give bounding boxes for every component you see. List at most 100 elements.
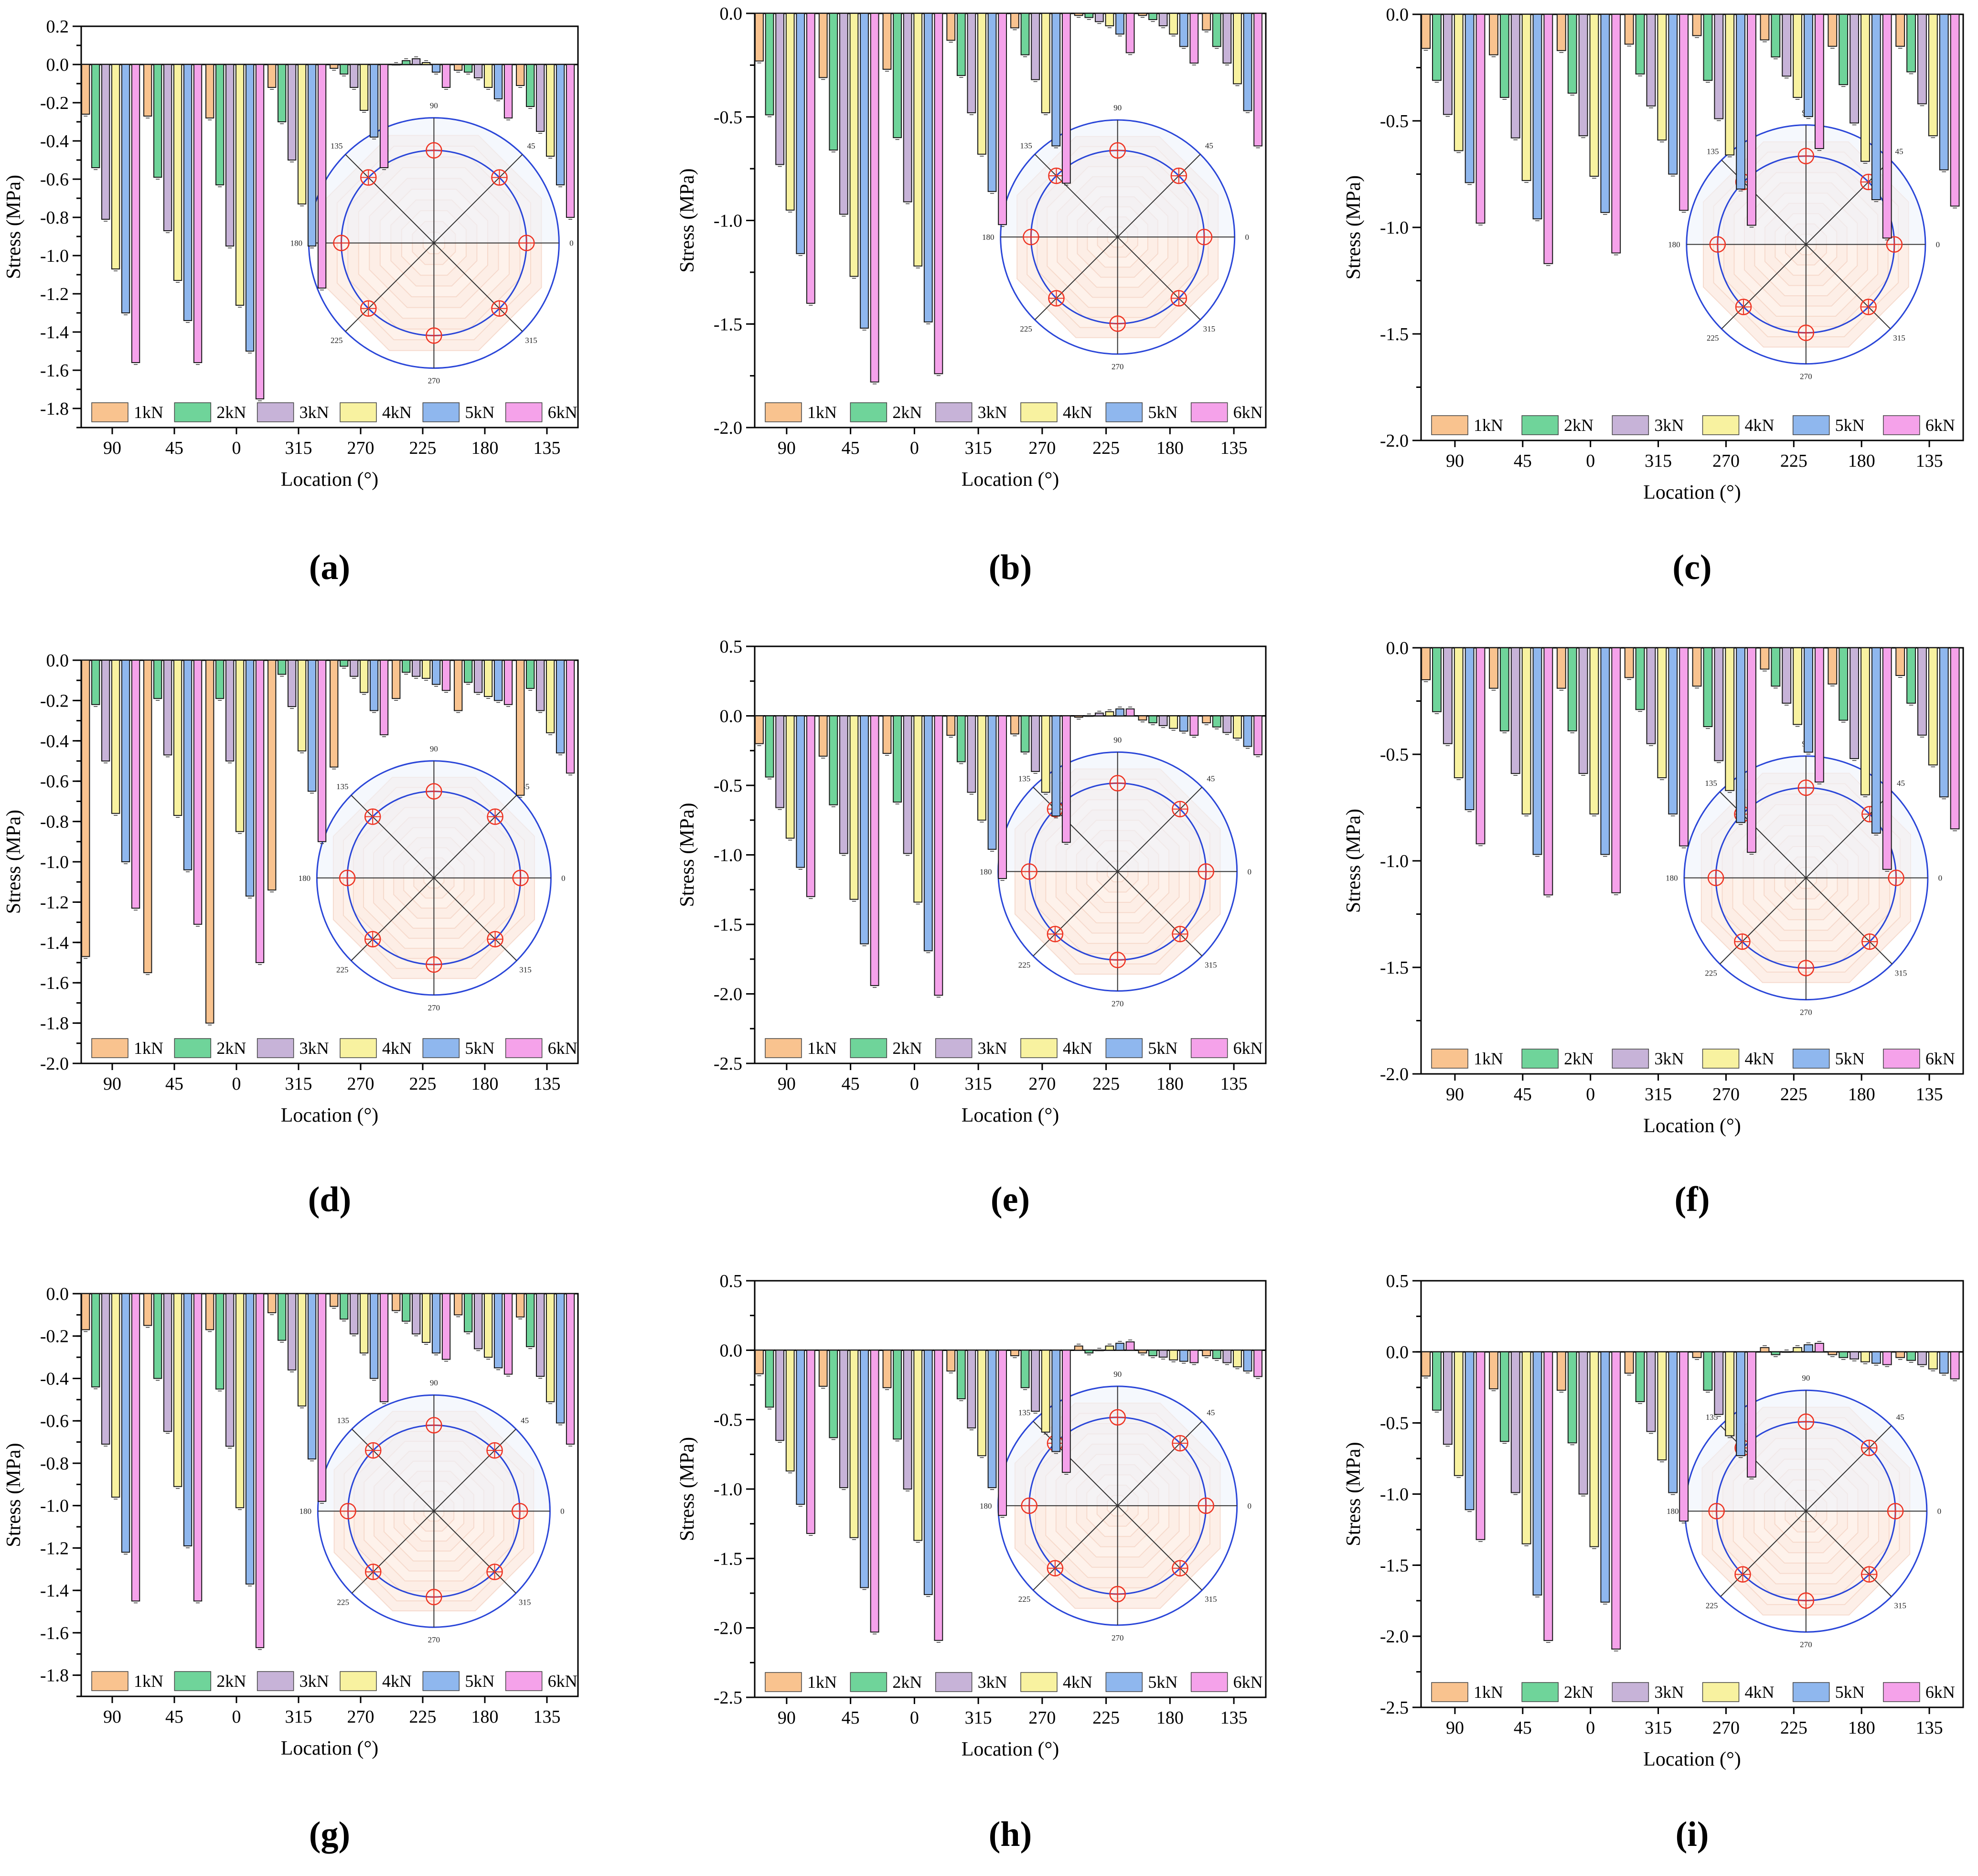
bar-5kN-45 xyxy=(860,13,869,329)
y-tick-label: -2.0 xyxy=(1380,1627,1409,1647)
bar-4kN-270 xyxy=(359,64,369,111)
x-tick-label: 45 xyxy=(842,438,860,458)
bar-5kN-135 xyxy=(556,660,565,754)
bar-5kN-135 xyxy=(1939,647,1949,798)
legend-swatch-2kN xyxy=(1521,1049,1559,1069)
bar-5kN-180 xyxy=(1871,647,1881,834)
bar-1kN-270 xyxy=(1692,14,1702,36)
bar-5kN-0 xyxy=(923,715,933,952)
legend-label: 1kN xyxy=(134,403,163,422)
polar-angle-label: 45 xyxy=(1205,141,1213,150)
bar-2kN-135 xyxy=(1212,1350,1221,1359)
bar-4kN-90 xyxy=(785,13,795,211)
bar-5kN-90 xyxy=(1465,1351,1475,1511)
bar-4kN-90 xyxy=(111,1293,120,1498)
bar-3kN-0 xyxy=(903,1350,912,1490)
bar-5kN-270 xyxy=(369,1293,379,1379)
legend-swatch-3kN xyxy=(935,1038,973,1058)
polar-angle-label: 225 xyxy=(1706,1601,1718,1610)
bar-3kN-135 xyxy=(1917,14,1927,105)
legend-swatch-2kN xyxy=(174,402,212,422)
polar-spoke xyxy=(351,1428,516,1594)
legend-label: 5kN xyxy=(1148,403,1177,422)
x-tick-label: 0 xyxy=(1586,451,1595,471)
legend-swatch-1kN xyxy=(1431,1682,1468,1702)
bar-3kN-315 xyxy=(287,660,297,708)
x-tick-label: 225 xyxy=(1780,1084,1807,1104)
polar-angle-label: 0 xyxy=(1937,1507,1942,1516)
legend-label: 4kN xyxy=(1745,1683,1775,1702)
bar-2kN-225 xyxy=(402,1293,411,1322)
bar-3kN-315 xyxy=(1646,1351,1656,1432)
bar-6kN-315 xyxy=(317,1293,327,1502)
bar-2kN-180 xyxy=(1839,14,1849,86)
bar-3kN-90 xyxy=(775,715,785,808)
bar-5kN-225 xyxy=(1115,13,1124,35)
bar-6kN-45 xyxy=(1543,647,1553,896)
bar-6kN-180 xyxy=(1882,14,1892,239)
bar-6kN-135 xyxy=(566,1293,575,1445)
x-tick-label: 45 xyxy=(1514,451,1532,471)
bar-3kN-90 xyxy=(775,1350,785,1441)
polar-angle-label: 180 xyxy=(1668,240,1680,249)
bar-4kN-180 xyxy=(1860,647,1870,795)
y-tick-label: -1.0 xyxy=(714,1479,742,1500)
x-tick-label: 90 xyxy=(103,1074,121,1094)
legend-swatch-5kN xyxy=(422,402,460,422)
bar-1kN-135 xyxy=(516,64,525,86)
bar-1kN-225 xyxy=(1074,715,1083,718)
polar-angle-label: 135 xyxy=(1020,141,1032,150)
y-tick-label: 0.0 xyxy=(46,55,69,75)
bar-4kN-270 xyxy=(1041,13,1050,114)
bar-4kN-45 xyxy=(173,64,182,281)
x-tick-label: 0 xyxy=(910,1074,919,1094)
bar-3kN-0 xyxy=(1578,647,1588,774)
x-tick-label: 180 xyxy=(1156,1074,1184,1094)
bar-2kN-135 xyxy=(1212,13,1221,47)
bar-2kN-180 xyxy=(464,64,473,73)
bar-1kN-45 xyxy=(818,1350,828,1387)
chart-panel-i: 0.5 0.0 -0.5 -1.0 -1.5 -2.0 -2.5 Stress (MPa) 90… xyxy=(1343,1271,1964,1854)
bar-4kN-135 xyxy=(1928,647,1938,766)
legend-swatch-1kN xyxy=(91,1038,128,1058)
polar-angle-label: 135 xyxy=(336,782,349,791)
y-axis-title: Stress (MPa) xyxy=(1343,1442,1365,1546)
x-tick-label: 90 xyxy=(1446,1718,1464,1738)
bar-5kN-0 xyxy=(923,1350,933,1595)
x-axis-title: Location (°) xyxy=(281,1104,379,1126)
legend-label: 2kN xyxy=(216,1039,246,1058)
polar-angle-label: 90 xyxy=(430,744,438,753)
bar-1kN-270 xyxy=(330,64,339,69)
bar-1kN-270 xyxy=(1692,647,1702,687)
x-tick-label: 90 xyxy=(778,438,796,458)
polar-angle-label: 0 xyxy=(1247,1501,1251,1511)
legend-swatch-3kN xyxy=(935,1672,973,1692)
x-tick-label: 315 xyxy=(965,1708,992,1728)
bar-6kN-270 xyxy=(379,64,389,168)
bar-2kN-315 xyxy=(278,1293,287,1341)
bar-6kN-90 xyxy=(806,1350,815,1534)
bar-2kN-180 xyxy=(464,1293,473,1332)
polar-angle-label: 0 xyxy=(561,874,566,883)
bar-4kN-180 xyxy=(483,1293,493,1358)
y-tick-label: -2.0 xyxy=(714,985,742,1005)
bar-3kN-180 xyxy=(1850,1351,1860,1360)
x-axis: 90 45 0 315 270 225 180 135 Location (°) xyxy=(1446,1707,1943,1770)
x-tick-label: 0 xyxy=(910,438,919,458)
bar-4kN-225 xyxy=(1105,1345,1114,1351)
legend: 1kN 2kN 3kN 4kN 5kN 6kN xyxy=(1431,415,1955,435)
bar-5kN-270 xyxy=(1051,13,1061,147)
bar-1kN-90 xyxy=(755,1350,764,1374)
bar-6kN-135 xyxy=(566,64,575,218)
bar-5kN-0 xyxy=(1600,1351,1610,1603)
bar-5kN-45 xyxy=(1532,647,1542,855)
bar-3kN-45 xyxy=(1510,647,1520,774)
polar-angle-label: 90 xyxy=(1802,1373,1810,1383)
bar-6kN-135 xyxy=(1950,647,1960,830)
polar-angle-label: 90 xyxy=(430,101,438,110)
polar-angle-label: 45 xyxy=(1897,779,1905,788)
bar-4kN-135 xyxy=(1233,715,1242,739)
bar-3kN-270 xyxy=(1714,1351,1724,1415)
